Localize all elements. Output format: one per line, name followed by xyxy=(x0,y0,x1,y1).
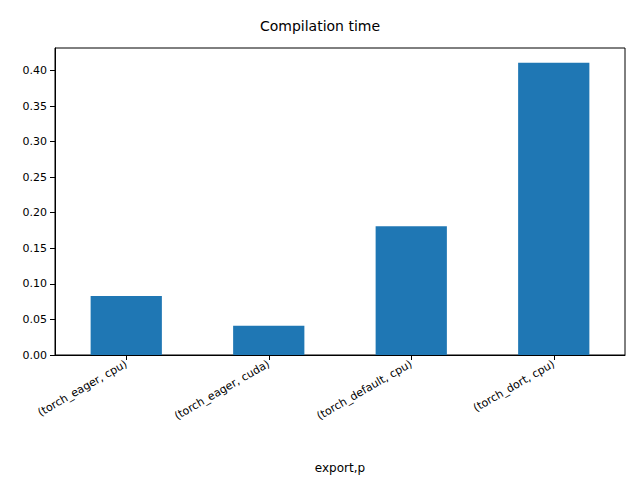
svg-text:0.10: 0.10 xyxy=(23,277,48,290)
svg-text:0.30: 0.30 xyxy=(23,135,48,148)
svg-text:(torch_eager, cpu): (torch_eager, cpu) xyxy=(35,357,129,419)
svg-text:0.40: 0.40 xyxy=(23,64,48,77)
svg-text:(torch_eager, cuda): (torch_eager, cuda) xyxy=(172,357,272,422)
svg-text:0.35: 0.35 xyxy=(23,100,48,113)
svg-text:(torch_default, cpu): (torch_default, cpu) xyxy=(314,357,414,422)
svg-text:(torch_dort, cpu): (torch_dort, cpu) xyxy=(471,357,557,414)
svg-text:0.05: 0.05 xyxy=(23,313,48,326)
svg-text:Compilation time: Compilation time xyxy=(260,18,380,34)
svg-text:export,p: export,p xyxy=(315,461,365,475)
svg-text:0.20: 0.20 xyxy=(23,206,48,219)
svg-text:0.25: 0.25 xyxy=(23,171,48,184)
svg-text:0.15: 0.15 xyxy=(23,242,48,255)
svg-text:0.00: 0.00 xyxy=(23,349,48,362)
